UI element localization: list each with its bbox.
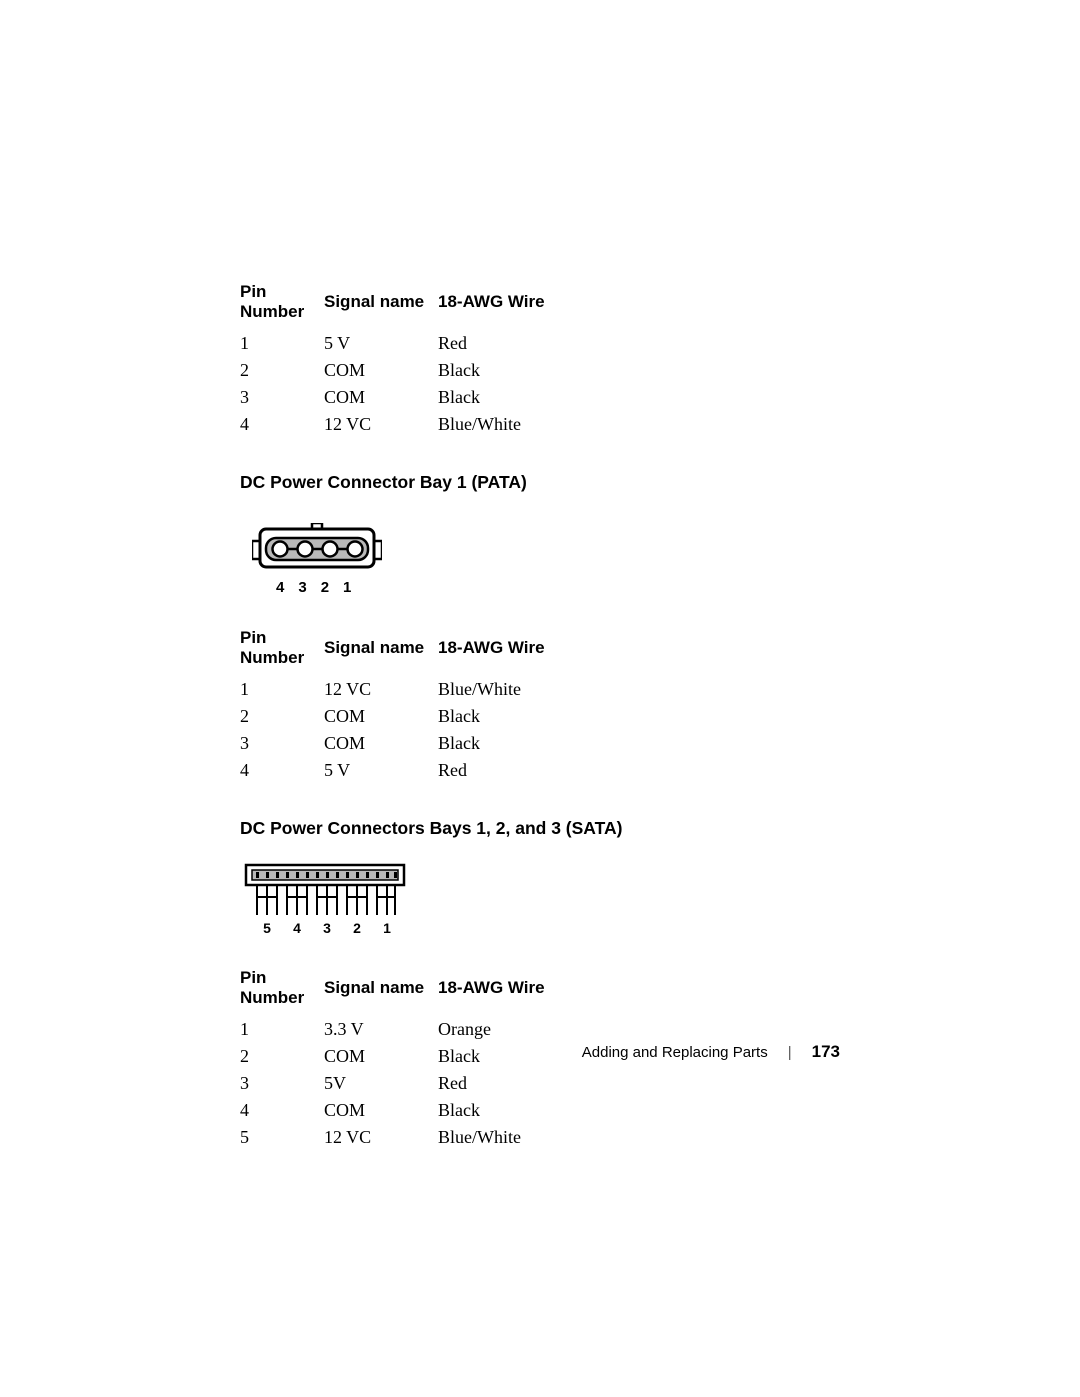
- footer-section: Adding and Replacing Parts: [582, 1044, 768, 1061]
- sata-connector-diagram: 5 4 3 2 1: [244, 863, 840, 946]
- th-pin: Pin Number: [240, 624, 324, 676]
- table-row: 3 COM Black: [240, 384, 578, 411]
- cell-sig: 5 V: [324, 757, 438, 784]
- cell-pin: 1: [240, 1016, 324, 1043]
- cell-pin: 4: [240, 1097, 324, 1124]
- cell-pin: 5: [240, 1124, 324, 1151]
- cell-pin: 2: [240, 357, 324, 384]
- table-row: 5 12 VC Blue/White: [240, 1124, 578, 1151]
- cell-wire: Red: [438, 1070, 578, 1097]
- cell-sig: COM: [324, 1097, 438, 1124]
- table-row: 4 5 V Red: [240, 757, 578, 784]
- table-row: 1 3.3 V Orange: [240, 1016, 578, 1043]
- cell-pin: 3: [240, 1070, 324, 1097]
- th-sig: Signal name: [324, 624, 438, 676]
- cell-pin: 4: [240, 411, 324, 438]
- pin-table-3: Pin Number Signal name 18-AWG Wire 1 3.3…: [240, 964, 578, 1151]
- footer-page-number: 173: [812, 1042, 840, 1062]
- th-pin: Pin Number: [240, 964, 324, 1016]
- heading-sata: DC Power Connectors Bays 1, 2, and 3 (SA…: [240, 818, 840, 839]
- th-pin: Pin Number: [240, 278, 324, 330]
- pin-table-1: Pin Number Signal name 18-AWG Wire 1 5 V…: [240, 278, 578, 438]
- cell-wire: Black: [438, 703, 578, 730]
- cell-pin: 1: [240, 330, 324, 357]
- pata-label: 3: [298, 579, 306, 596]
- cell-pin: 1: [240, 676, 324, 703]
- cell-sig: COM: [324, 1043, 438, 1070]
- table-row: 3 COM Black: [240, 730, 578, 757]
- cell-sig: 12 VC: [324, 1124, 438, 1151]
- cell-wire: Black: [438, 384, 578, 411]
- table-row: 2 COM Black: [240, 703, 578, 730]
- cell-pin: 2: [240, 1043, 324, 1070]
- sata-label: 4: [293, 920, 301, 936]
- th-wire: 18-AWG Wire: [438, 964, 578, 1016]
- cell-pin: 2: [240, 703, 324, 730]
- cell-wire: Blue/White: [438, 1124, 578, 1151]
- pata-label: 1: [343, 579, 351, 596]
- cell-sig: 3.3 V: [324, 1016, 438, 1043]
- page-footer: Adding and Replacing Parts | 173: [582, 1042, 840, 1062]
- cell-sig: 5 V: [324, 330, 438, 357]
- table-row: 2 COM Black: [240, 1043, 578, 1070]
- pin-table-2: Pin Number Signal name 18-AWG Wire 1 12 …: [240, 624, 578, 784]
- footer-divider: |: [788, 1044, 792, 1061]
- cell-sig: COM: [324, 384, 438, 411]
- sata-label: 3: [323, 920, 331, 936]
- cell-sig: 12 VC: [324, 411, 438, 438]
- table-row: 1 12 VC Blue/White: [240, 676, 578, 703]
- cell-wire: Black: [438, 357, 578, 384]
- cell-wire: Black: [438, 730, 578, 757]
- pata-connector-diagram: 4 3 2 1: [252, 523, 840, 596]
- cell-sig: 5V: [324, 1070, 438, 1097]
- cell-wire: Black: [438, 1043, 578, 1070]
- table-row: 4 12 VC Blue/White: [240, 411, 578, 438]
- cell-wire: Blue/White: [438, 411, 578, 438]
- th-wire: 18-AWG Wire: [438, 278, 578, 330]
- th-sig: Signal name: [324, 964, 438, 1016]
- cell-pin: 4: [240, 757, 324, 784]
- th-sig: Signal name: [324, 278, 438, 330]
- cell-sig: COM: [324, 730, 438, 757]
- table-row: 3 5V Red: [240, 1070, 578, 1097]
- table-row: 4 COM Black: [240, 1097, 578, 1124]
- pata-label: 4: [276, 579, 284, 596]
- cell-wire: Black: [438, 1097, 578, 1124]
- sata-label: 1: [383, 920, 391, 936]
- sata-label: 2: [353, 920, 361, 936]
- heading-pata: DC Power Connector Bay 1 (PATA): [240, 472, 840, 493]
- table-row: 2 COM Black: [240, 357, 578, 384]
- cell-wire: Blue/White: [438, 676, 578, 703]
- cell-sig: 12 VC: [324, 676, 438, 703]
- sata-label: 5: [263, 920, 271, 936]
- cell-sig: COM: [324, 357, 438, 384]
- cell-sig: COM: [324, 703, 438, 730]
- th-wire: 18-AWG Wire: [438, 624, 578, 676]
- cell-pin: 3: [240, 730, 324, 757]
- pata-label: 2: [321, 579, 329, 596]
- table-row: 1 5 V Red: [240, 330, 578, 357]
- cell-wire: Orange: [438, 1016, 578, 1043]
- cell-wire: Red: [438, 330, 578, 357]
- cell-pin: 3: [240, 384, 324, 411]
- cell-wire: Red: [438, 757, 578, 784]
